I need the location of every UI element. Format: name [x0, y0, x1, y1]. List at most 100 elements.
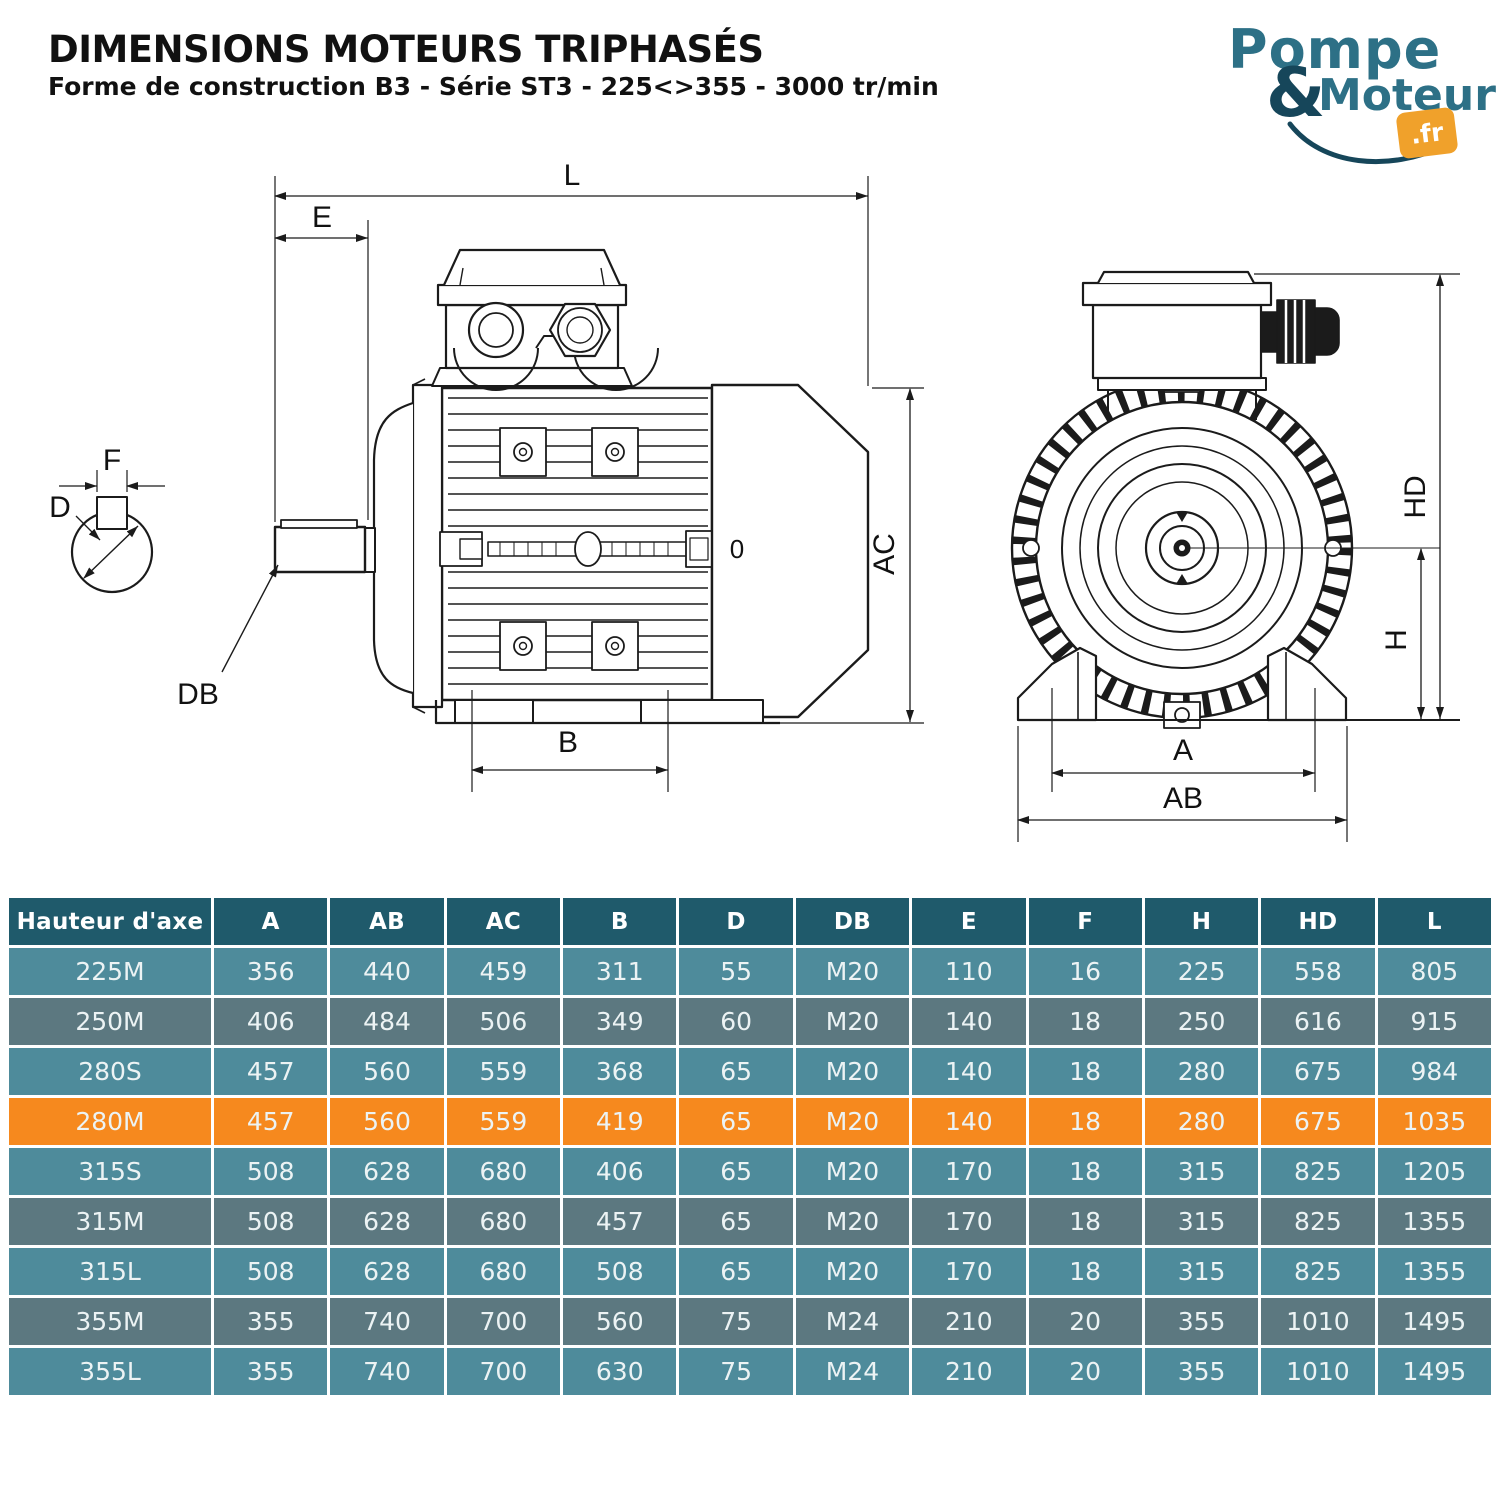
dimension-cell: 18 [1028, 1248, 1142, 1295]
dimension-cell: 740 [330, 1348, 444, 1395]
dimension-cell: 558 [1261, 948, 1375, 995]
dim-label-e: E [312, 201, 332, 234]
dimensions-table-head: Hauteur d'axe A AB AC B D DB E F H HD L [9, 898, 1491, 945]
dimension-cell: M20 [795, 948, 910, 995]
front-view-drawing: HD H A AB [1010, 270, 1460, 842]
dimension-cell: 406 [214, 998, 328, 1045]
dim-label-hd: HD [1399, 475, 1432, 518]
dimension-cell: 315 [1144, 1198, 1259, 1245]
col-header-hd: HD [1261, 898, 1375, 945]
dimension-cell: 65 [679, 1148, 793, 1195]
model-cell: 355L [9, 1348, 211, 1395]
dimension-cell: 75 [679, 1298, 793, 1345]
dim-label-f: F [103, 444, 121, 477]
dimension-cell: 18 [1028, 998, 1142, 1045]
dimension-cell: 680 [446, 1198, 561, 1245]
dimension-cell: 675 [1261, 1048, 1375, 1095]
dimension-cell: M20 [795, 1098, 910, 1145]
col-header-ab: AB [330, 898, 444, 945]
dimension-cell: 740 [330, 1298, 444, 1345]
end-shield [372, 378, 444, 714]
dimension-cell: 406 [563, 1148, 677, 1195]
dimension-cell: 680 [446, 1248, 561, 1295]
dimension-cell: 616 [1261, 998, 1375, 1045]
dimension-cell: 170 [912, 1148, 1026, 1195]
side-view-drawing: L E F D DB B AC 0 [49, 159, 924, 792]
dimension-cell: 508 [563, 1248, 677, 1295]
dimension-cell: 60 [679, 998, 793, 1045]
dimension-cell: 170 [912, 1198, 1026, 1245]
table-header-row: Hauteur d'axe A AB AC B D DB E F H HD L [9, 898, 1491, 945]
dimension-cell: 140 [912, 1098, 1026, 1145]
dimension-cell: 1355 [1377, 1198, 1491, 1245]
dimension-cell: 680 [446, 1148, 561, 1195]
dimension-cell: 356 [214, 948, 328, 995]
dimension-cell: 65 [679, 1048, 793, 1095]
dimension-cell: 508 [214, 1198, 328, 1245]
table-row-315s: 315S 508 628 680 406 65 M20 170 18 315 825 1205 [9, 1148, 1491, 1195]
dimension-cell: 170 [912, 1248, 1026, 1295]
dimension-cell: 440 [330, 948, 444, 995]
dimension-cell: M20 [795, 998, 910, 1045]
dimension-cell: 700 [446, 1348, 561, 1395]
dimension-cell: 915 [1377, 998, 1491, 1045]
col-header-d: D [679, 898, 793, 945]
dimension-cell: 16 [1028, 948, 1142, 995]
dimension-cell: 560 [330, 1048, 444, 1095]
dimension-cell: 459 [446, 948, 561, 995]
tie-rod [439, 530, 713, 568]
col-header-ac: AC [446, 898, 561, 945]
dimension-cell: 315 [1144, 1148, 1259, 1195]
table-row-315m: 315M 508 628 680 457 65 M20 170 18 315 825 1355 [9, 1198, 1491, 1245]
dimension-cell: 628 [330, 1148, 444, 1195]
dimension-cell: 311 [563, 948, 677, 995]
dimension-cell: M20 [795, 1248, 910, 1295]
dimension-cell: 280 [1144, 1098, 1259, 1145]
dim-label-d: D [49, 491, 71, 524]
dimension-cell: 1205 [1377, 1148, 1491, 1195]
dimension-cell: 628 [330, 1248, 444, 1295]
dimension-cell: M20 [795, 1048, 910, 1095]
dimension-cell: 984 [1377, 1048, 1491, 1095]
dimension-cell: 55 [679, 948, 793, 995]
col-header-a: A [214, 898, 328, 945]
dimension-ab [1017, 726, 1348, 842]
dimension-cell: 140 [912, 998, 1026, 1045]
dimension-cell: 280 [1144, 1048, 1259, 1095]
dimension-cell: 18 [1028, 1198, 1142, 1245]
col-header-e: E [912, 898, 1026, 945]
dimension-cell: 805 [1377, 948, 1491, 995]
dimension-cell: 560 [330, 1098, 444, 1145]
dim-label-ac: AC [868, 533, 901, 575]
dimension-cell: 457 [214, 1098, 328, 1145]
dim-label-db: DB [177, 678, 219, 711]
dimension-cell: 508 [214, 1148, 328, 1195]
dim-label-h: H [1380, 629, 1413, 651]
dimension-cell: 18 [1028, 1098, 1142, 1145]
table-row-280s: 280S 457 560 559 368 65 M20 140 18 280 675 984 [9, 1048, 1491, 1095]
motor-shaft [273, 519, 376, 574]
dimension-cell: 250 [1144, 998, 1259, 1045]
model-cell: 355M [9, 1298, 211, 1345]
logo-ampersand: & [1266, 54, 1326, 133]
dimension-cell: M24 [795, 1348, 910, 1395]
col-header-db: DB [795, 898, 910, 945]
dimension-cell: 506 [446, 998, 561, 1045]
dimension-cell: 20 [1028, 1298, 1142, 1345]
dimension-cell: 508 [214, 1248, 328, 1295]
dimension-cell: 825 [1261, 1198, 1375, 1245]
dimension-l [274, 176, 869, 522]
dim-label-a: A [1173, 734, 1193, 767]
dimension-cell: 355 [1144, 1348, 1259, 1395]
dimension-a [1051, 688, 1316, 792]
col-header-model: Hauteur d'axe [9, 898, 211, 945]
dimensions-table-body: 225M 356 440 459 311 55 M20 110 16 225 558 805 250M 4… [9, 948, 1491, 1395]
col-header-h: H [1144, 898, 1259, 945]
cable-gland [1260, 299, 1340, 364]
dimension-cell: 457 [214, 1048, 328, 1095]
dimension-cell: 457 [563, 1198, 677, 1245]
motor-feet-front [1016, 547, 1460, 722]
dimension-cell: 65 [679, 1098, 793, 1145]
table-row-280m: 280M 457 560 559 419 65 M20 140 18 280 675 1035 [9, 1098, 1491, 1145]
